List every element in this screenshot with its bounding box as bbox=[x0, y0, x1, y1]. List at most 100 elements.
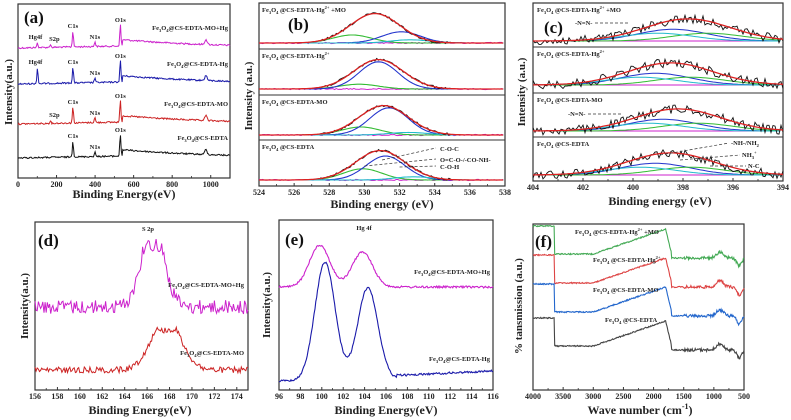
x-tick-label: 3500 bbox=[555, 392, 571, 401]
label-part: Fe bbox=[537, 51, 544, 58]
label-part: @CS-EDTA-MO+Hg bbox=[185, 282, 245, 289]
label-part: O bbox=[546, 51, 551, 58]
x-tick-label: 3000 bbox=[585, 392, 601, 401]
label-part: O bbox=[546, 97, 551, 104]
label-part: 3 bbox=[184, 138, 187, 143]
label-part: 4 bbox=[551, 100, 554, 105]
label-part: @CS-EDTA- bbox=[553, 51, 591, 58]
x-tick-label: 98 bbox=[296, 392, 304, 401]
panel-b-ylabel: Intensity (a.u.) bbox=[243, 61, 255, 130]
series-line bbox=[34, 239, 249, 316]
panel-f-letter: (f) bbox=[535, 232, 552, 251]
x-tick-label: 394 bbox=[777, 183, 789, 192]
envelope-fit-line bbox=[259, 58, 504, 90]
annotation-n-c: N-C bbox=[748, 163, 760, 170]
envelope-fit-line bbox=[259, 104, 504, 136]
x-tick-label: 1000 bbox=[203, 180, 219, 189]
label-part: +MO bbox=[604, 7, 621, 14]
label-part: 4 bbox=[443, 359, 446, 364]
x-tick-label: 200 bbox=[51, 180, 63, 189]
peak-label: N1s bbox=[90, 110, 101, 117]
label-part: O bbox=[189, 350, 194, 357]
x-tick-label: 158 bbox=[51, 392, 63, 401]
label-part: +MO bbox=[329, 7, 346, 14]
x-tick-label: 164 bbox=[119, 392, 131, 401]
panel-d-xticks: 156 158 160 162 164 166 168 170 172 174 bbox=[29, 387, 243, 401]
component-line bbox=[533, 166, 781, 176]
x-tick-label: 102 bbox=[337, 392, 349, 401]
panel-a-xticks: 0 200 400 600 800 1000 bbox=[16, 175, 219, 189]
label-part: 3 bbox=[436, 359, 439, 364]
component-line bbox=[259, 168, 504, 181]
x-tick-label: 398 bbox=[677, 183, 689, 192]
panel-a-frame bbox=[17, 3, 231, 179]
label-part: 3 bbox=[600, 290, 603, 295]
label-part: 2+ bbox=[325, 51, 330, 56]
label-part: 3 bbox=[269, 147, 272, 152]
label-part: @CS-EDTA bbox=[278, 144, 314, 151]
x-tick-label: 162 bbox=[96, 392, 108, 401]
x-tick-label: 160 bbox=[74, 392, 86, 401]
annotation-c-o-c: C-O-C bbox=[440, 146, 459, 153]
panel-d-title: S 2p bbox=[142, 226, 154, 233]
series-line bbox=[34, 325, 249, 375]
series-label: Fe3O4@CS-EDTA-MO bbox=[164, 101, 228, 109]
label-part: 4 bbox=[178, 104, 181, 109]
label-part: @CS-EDTA-MO bbox=[553, 97, 602, 104]
label-part: @CS-EDTA-MO bbox=[278, 99, 327, 106]
label-part: Fe bbox=[177, 135, 184, 142]
panel-f-frame bbox=[532, 223, 745, 391]
panel-e-xlabel: Binding Energy(eV) bbox=[334, 403, 437, 417]
label-part: Fe bbox=[414, 269, 421, 276]
label-part: @CS-EDTA bbox=[553, 141, 589, 148]
label-part: 3 bbox=[159, 28, 162, 33]
x-tick-label: 166 bbox=[141, 392, 153, 401]
series-label: Fe3O4@CS-EDTA-Hg bbox=[167, 61, 229, 69]
label-part: @CS-EDTA bbox=[194, 135, 228, 142]
panel-e-ylabel: Intensity(a.u.) bbox=[261, 272, 273, 338]
x-tick-label: 174 bbox=[231, 392, 243, 401]
x-tick-label: 116 bbox=[487, 392, 499, 401]
x-tick-label: 114 bbox=[466, 392, 478, 401]
peak-label: N1s bbox=[90, 70, 101, 77]
label-part: 3 bbox=[544, 10, 547, 15]
label-part: 3 bbox=[174, 64, 177, 69]
label-part: 3 bbox=[269, 102, 272, 107]
subpanel-label: Fe3O4 @CS-EDTA-Hg2+ +MO bbox=[262, 5, 346, 15]
label-part: 3 bbox=[544, 100, 547, 105]
panel-e-letter: (e) bbox=[285, 230, 304, 249]
x-tick-label: 170 bbox=[186, 392, 198, 401]
label-part: 4 bbox=[551, 54, 554, 59]
x-tick-label: 168 bbox=[164, 392, 176, 401]
label-part: 4 bbox=[182, 285, 185, 290]
panel-a-letter: (a) bbox=[24, 8, 44, 27]
subpanel-label: Fe3O4 @CS-EDTA-Hg2+ bbox=[537, 49, 605, 59]
label-part: Fe bbox=[262, 7, 269, 14]
subscript: 2 bbox=[757, 143, 760, 148]
series-line bbox=[278, 261, 494, 383]
x-tick-label: 400 bbox=[89, 180, 101, 189]
panel-c-xticks: 404 402 400 398 396 394 bbox=[527, 178, 789, 192]
x-tick-label: 404 bbox=[527, 183, 539, 192]
annotation-arrow bbox=[364, 158, 437, 167]
envelope-fit-line bbox=[259, 12, 504, 44]
label-part: O bbox=[271, 53, 276, 60]
component-line bbox=[533, 122, 781, 132]
raw-data-line bbox=[320, 12, 451, 45]
label-part: Fe bbox=[180, 350, 187, 357]
x-tick-label: 106 bbox=[380, 392, 392, 401]
annotation-arrow bbox=[679, 154, 741, 161]
label-part: 4 bbox=[607, 290, 610, 295]
label-part: @CS-EDTA-Hg bbox=[183, 61, 228, 68]
label-part: Hg bbox=[591, 51, 600, 58]
label-part: +MO bbox=[642, 229, 659, 236]
label-part: Fe bbox=[168, 282, 175, 289]
series-label: Fe3O4 @CS-EDTA bbox=[605, 317, 657, 325]
x-tick-label: 108 bbox=[401, 392, 413, 401]
annotation-azo: -N=N- bbox=[575, 20, 592, 27]
label-part: O bbox=[177, 282, 182, 289]
panel-d-ylabel: Intensity(a.u.) bbox=[19, 273, 31, 339]
series-line bbox=[278, 244, 494, 290]
annotation-arrow bbox=[399, 165, 437, 168]
